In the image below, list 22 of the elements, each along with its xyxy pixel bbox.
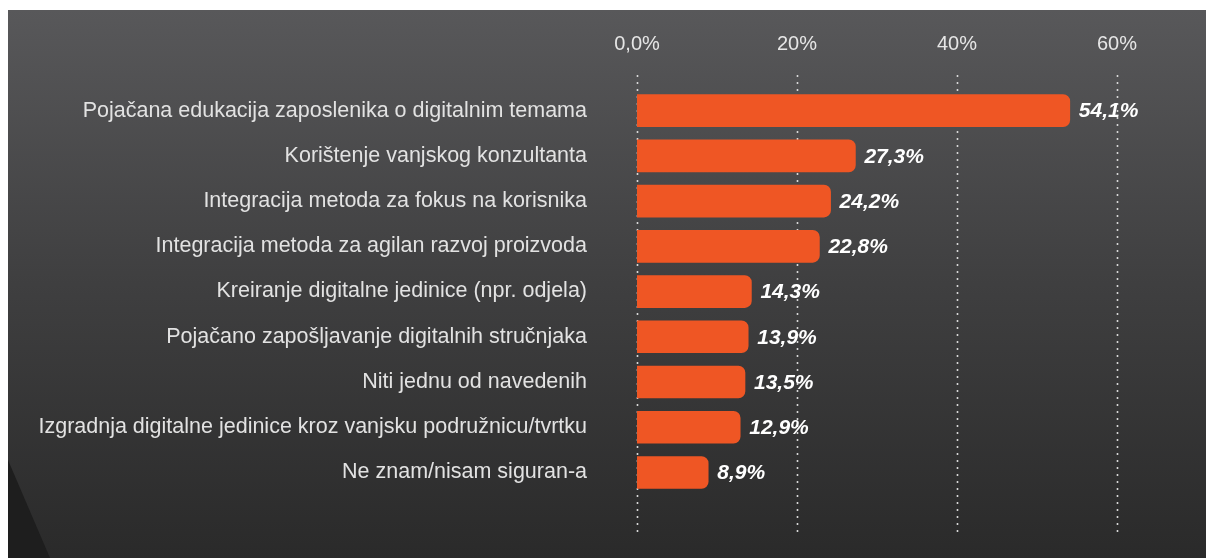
y-tick-label: Niti jednu od navedenih	[362, 368, 587, 393]
data-label: 54,1%	[1078, 98, 1139, 122]
y-tick-label: Korištenje vanjskog konzultanta	[284, 142, 588, 167]
x-tick-label: 60%	[1096, 31, 1138, 54]
y-tick-label: Pojačano zapošljavanje digitalnih stručnjaka	[166, 323, 588, 348]
data-label: 14,3%	[760, 279, 821, 303]
data-label: 13,5%	[754, 369, 814, 393]
y-tick-label: Kreiranje digitalne jedinice (npr. odjela)	[216, 278, 587, 303]
data-label: 8,9%	[717, 460, 766, 484]
y-tick-label: Integracija metoda za fokus na korisnika	[203, 188, 588, 213]
data-label: 22,8%	[827, 234, 889, 258]
y-tick-label: Izgradnja digitalne jedinice kroz vanjsku podružnicu/tvrtku	[38, 414, 587, 439]
data-label: 27,3%	[863, 143, 925, 167]
x-tick-label: 20%	[776, 31, 818, 54]
data-label: 24,2%	[838, 188, 900, 212]
data-label: 13,9%	[757, 324, 818, 348]
x-tick-label: 40%	[936, 31, 978, 54]
y-tick-label: Integracija metoda za agilan razvoj proizvoda	[155, 233, 588, 258]
x-tick-label: 0,0%	[614, 31, 661, 54]
y-tick-label: Ne znam/nisam siguran-a	[342, 459, 588, 484]
y-tick-label: Pojačana edukacija zaposlenika o digitalnim temama	[82, 97, 588, 122]
data-label: 12,9%	[749, 415, 810, 439]
